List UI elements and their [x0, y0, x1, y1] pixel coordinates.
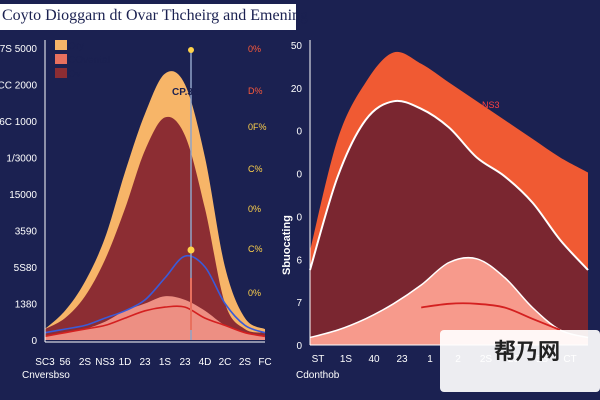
right-y-tick: 6 — [296, 255, 302, 266]
right-x-tick: 23 — [396, 354, 408, 365]
right-y-tick: 0 — [296, 341, 302, 352]
left-percent-label: 0F% — [248, 122, 267, 132]
left-x-tick: 4D — [199, 357, 212, 368]
left-y-tick: 0 — [31, 336, 37, 347]
right-pink-edge — [309, 256, 589, 339]
left-y-tick: 1380 — [15, 300, 38, 311]
left-y-tick: 15000 — [9, 190, 37, 201]
left-percent-label: C% — [248, 164, 263, 174]
right-y-label: Sbuocating — [281, 215, 293, 275]
right-y-tick: 50 — [291, 41, 303, 52]
left-x-label: Cnversbso — [22, 370, 70, 381]
left-line-blue — [44, 254, 266, 334]
right-y-tick: 20 — [291, 84, 303, 95]
left-marker-top — [188, 47, 194, 53]
left-annotation: CP.3S — [172, 87, 200, 98]
right-x-label: Cdonthob — [296, 370, 340, 381]
left-percent-label: 0% — [248, 204, 261, 214]
left-percent-label: 0% — [248, 44, 261, 54]
left-x-tick: 1S — [159, 357, 172, 368]
left-y-tick: 7S 5000 — [0, 44, 37, 55]
left-y-tick: 1/3000 — [6, 154, 37, 165]
left-x-tick: 2C — [219, 357, 232, 368]
left-legend-swatch — [55, 68, 67, 78]
left-percent-label: C% — [248, 244, 263, 254]
left-y-tick: CC 2000 — [0, 81, 37, 92]
left-percent-label: 0% — [248, 288, 261, 298]
right-area-maroon — [310, 100, 588, 345]
left-legend-label: Ory — [68, 41, 84, 52]
left-x-tick: SC3 — [35, 357, 55, 368]
right-y-tick: 0 — [296, 212, 302, 223]
right-annotation: NS3 — [482, 100, 500, 110]
right-x-tick: ST — [312, 354, 325, 365]
watermark-box — [440, 330, 600, 392]
left-x-tick: 2S — [239, 357, 252, 368]
left-x-tick: 1D — [119, 357, 132, 368]
right-x-tick: 1S — [340, 354, 353, 365]
right-y-tick: 0 — [296, 170, 302, 181]
left-y-tick: 6C 1000 — [0, 117, 37, 128]
right-y-tick: 0 — [296, 127, 302, 138]
left-x-tick: 2S — [79, 357, 92, 368]
right-area-pink — [310, 257, 588, 345]
left-x-tick: FC — [258, 357, 271, 368]
left-area-ov — [45, 296, 265, 340]
watermark-text: 帮乃网 — [494, 340, 561, 365]
left-x-tick: 23 — [139, 357, 151, 368]
left-legend-swatch — [55, 40, 67, 50]
left-line-red — [44, 305, 266, 338]
left-legend-swatch — [55, 54, 67, 64]
right-line-red — [421, 302, 561, 331]
left-marker-mid — [187, 246, 195, 254]
left-x-tick: 23 — [179, 357, 191, 368]
left-x-tick: NS3 — [95, 357, 115, 368]
left-x-tick: 56 — [59, 357, 71, 368]
left-y-tick: 5S80 — [14, 263, 38, 274]
left-percent-label: D% — [248, 86, 263, 96]
left-y-tick: 3590 — [15, 227, 38, 238]
right-maroon-edge — [309, 99, 589, 271]
left-area-covental — [45, 116, 265, 340]
left-legend-label: Ov — [68, 69, 81, 80]
left-legend-label: COvental — [68, 55, 110, 66]
right-x-tick: 40 — [368, 354, 380, 365]
chart-title: Coyto Dioggarn dt Ovar Thcheirg and Emen… — [2, 7, 309, 24]
right-y-tick: 7 — [296, 298, 302, 309]
title-banner — [0, 4, 296, 30]
right-x-tick: 1 — [427, 354, 433, 365]
